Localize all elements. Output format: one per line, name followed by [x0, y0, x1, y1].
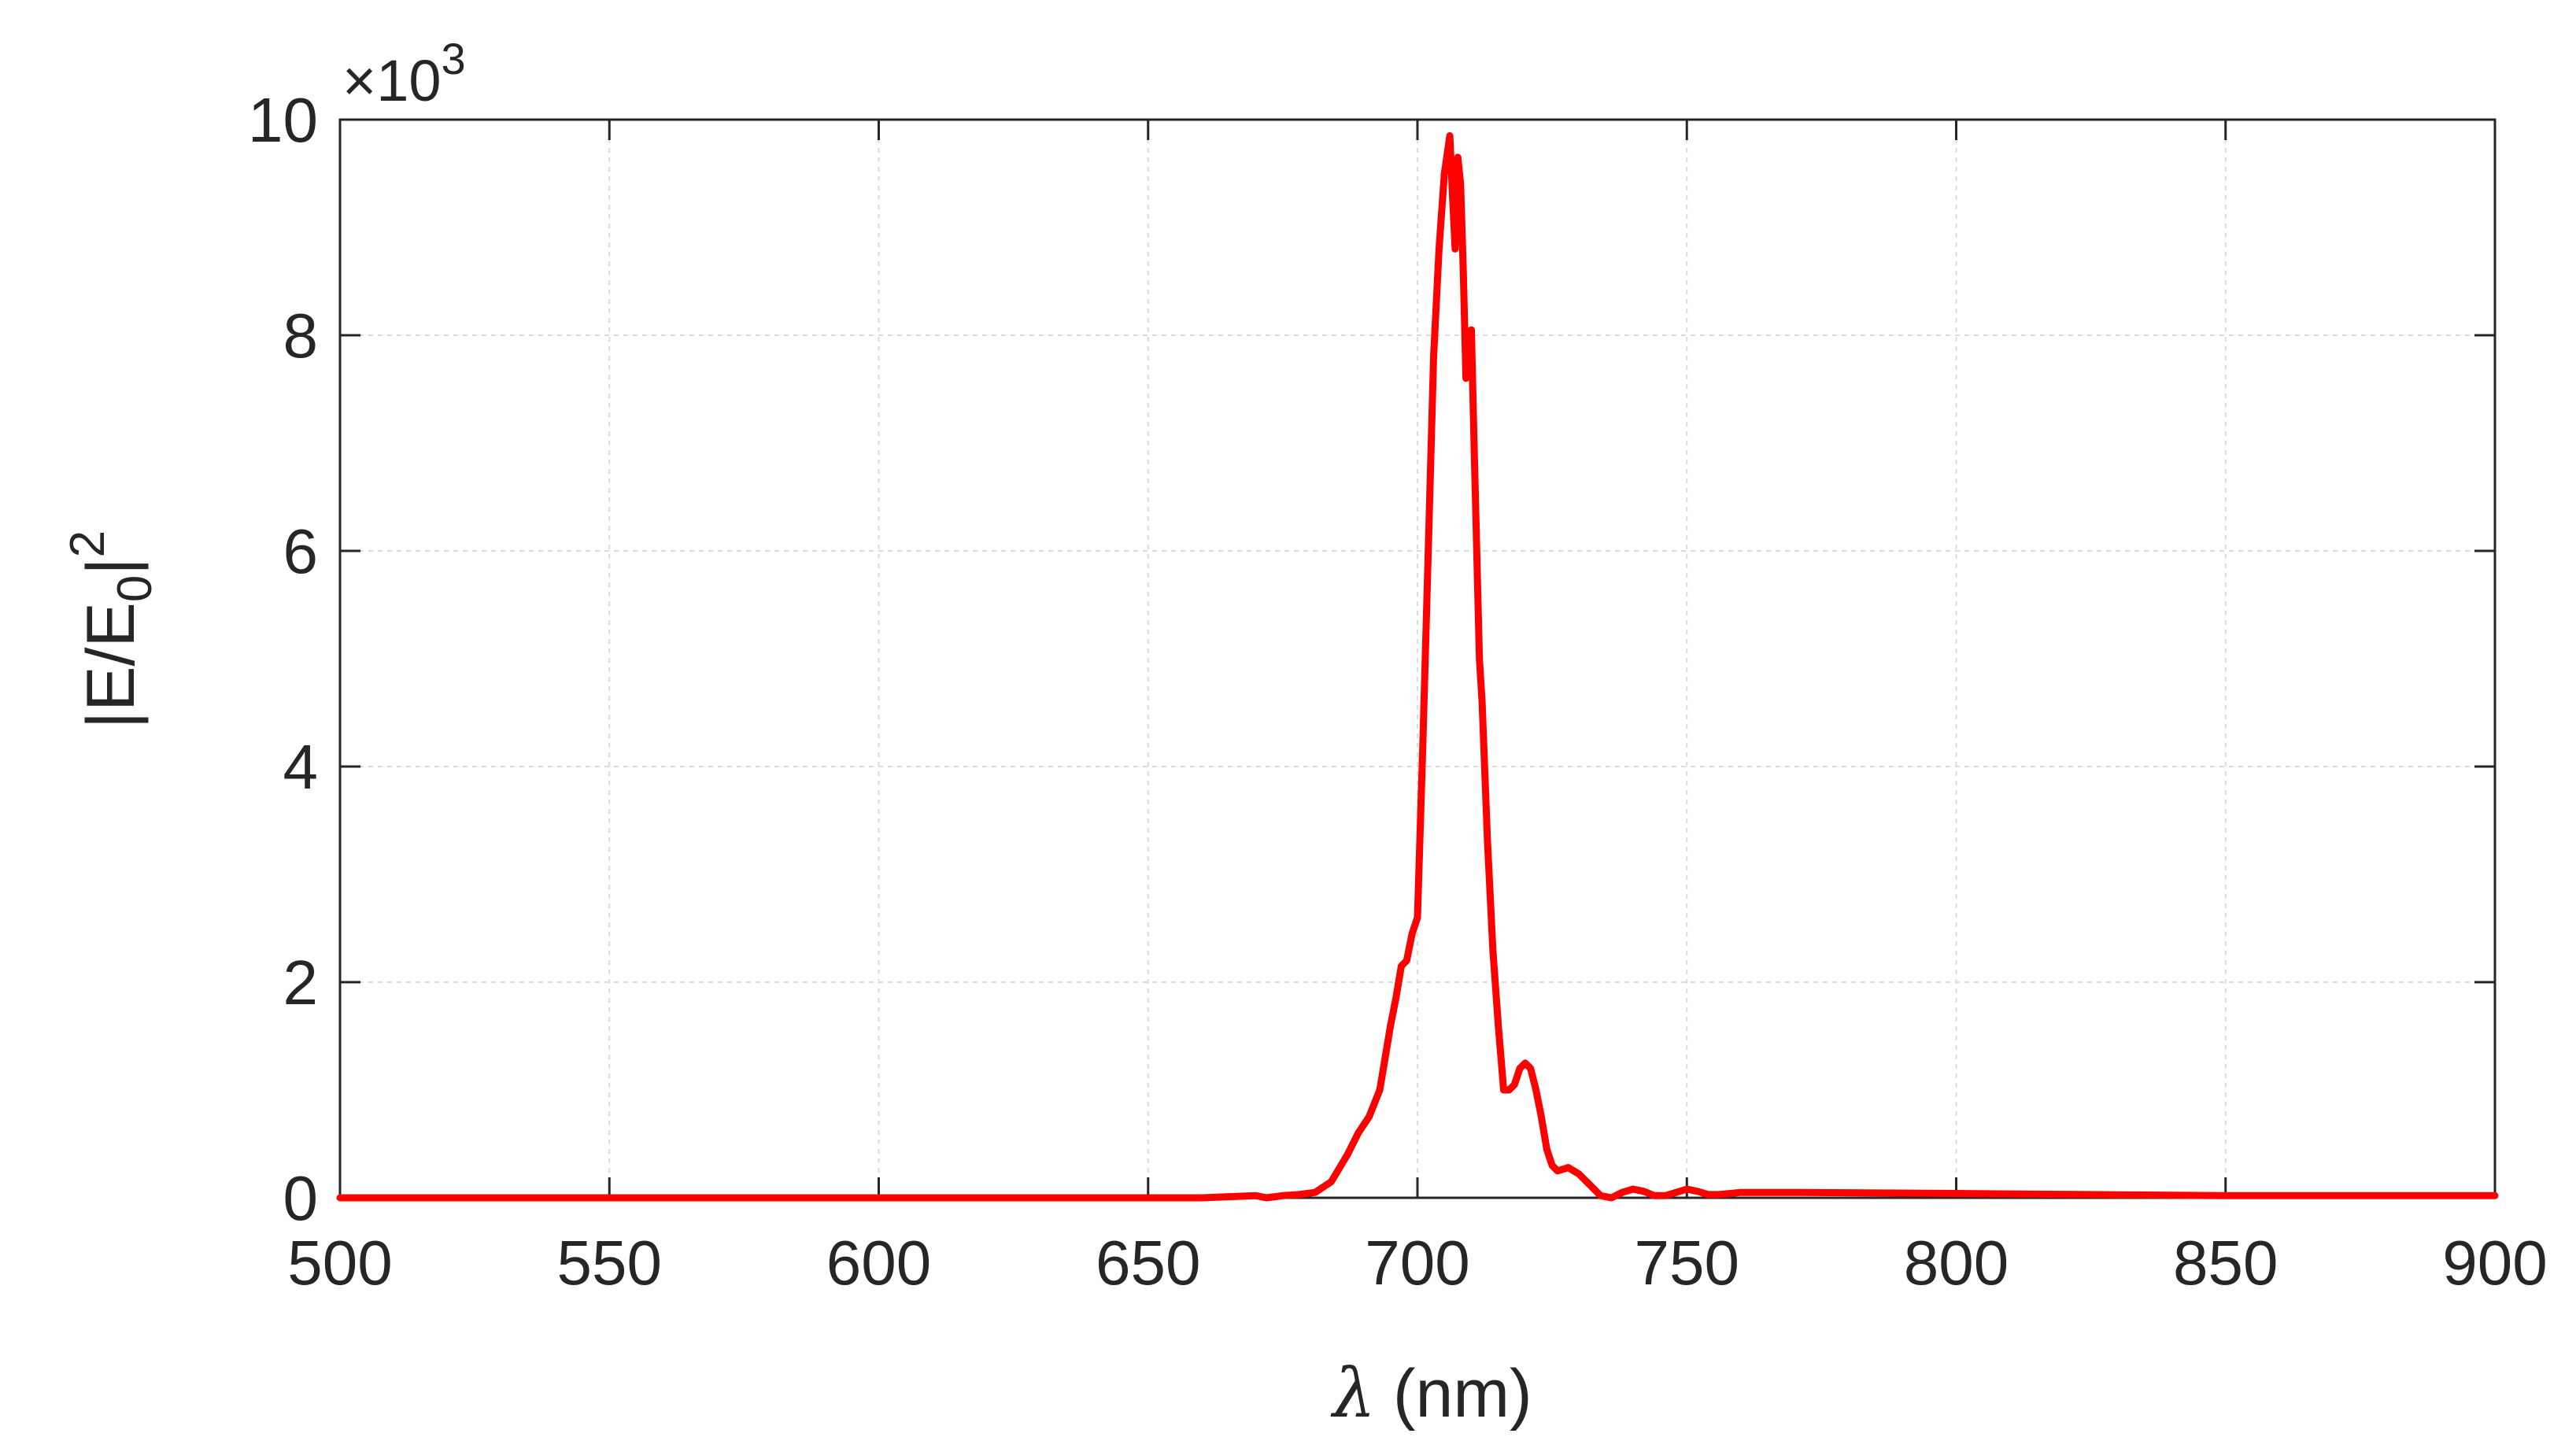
x-tick-label: 750: [1635, 1228, 1739, 1298]
svg-text:λ(nm): λ (nm): [1330, 1354, 1532, 1433]
x-tick-label: 700: [1365, 1228, 1469, 1298]
y-axis-label: |E/E0|2: [61, 530, 162, 729]
x-tick-label: 800: [1904, 1228, 2009, 1298]
y-tick-label: 4: [283, 732, 319, 802]
x-tick-label: 850: [2173, 1228, 2278, 1298]
grid-lines: [340, 120, 2495, 1198]
series-line: [336, 132, 2499, 1202]
y-tick-label: 2: [283, 948, 319, 1018]
data-series: [336, 132, 2499, 1202]
ticks: 500 550 600 650 700 750 800 850 900 0 2 4 6 8 10: [248, 85, 2548, 1298]
y-axis-label-base: |E/E: [73, 602, 149, 729]
x-tick-label: 650: [1096, 1228, 1200, 1298]
y-multiplier-label: ×103: [342, 34, 466, 113]
y-tick-label: 10: [248, 85, 318, 155]
x-axis-symbol: λ: [1330, 1354, 1376, 1433]
x-tick-label: 600: [826, 1228, 931, 1298]
y-tick-label: 0: [283, 1163, 319, 1233]
y-multiplier-times: ×10: [342, 48, 442, 113]
svg-text:|E/E0|2: |E/E0|2: [61, 530, 162, 729]
y-tick-label: 8: [283, 301, 319, 371]
x-tick-label: 500: [287, 1228, 392, 1298]
x-tick-label: 550: [557, 1228, 662, 1298]
y-tick-label: 6: [283, 516, 319, 586]
y-multiplier-exp: 3: [442, 34, 466, 83]
x-axis-unit: (nm): [1393, 1356, 1532, 1432]
y-axis-label-sup: 2: [61, 530, 115, 557]
y-axis-label-sub: 0: [108, 575, 162, 602]
y-axis-label-close: |: [73, 557, 149, 575]
x-axis-label: λ (nm): [1330, 1354, 1532, 1433]
svg-text:×103: ×103: [342, 34, 466, 113]
x-tick-label: 900: [2442, 1228, 2547, 1298]
